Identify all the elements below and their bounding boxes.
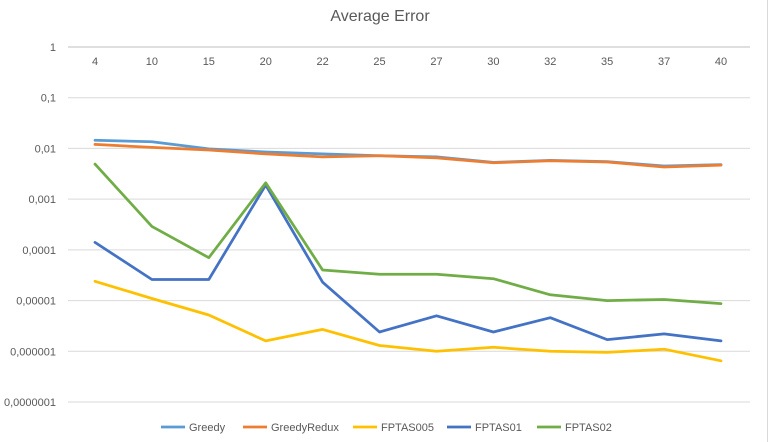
x-tick-label: 27 [430, 56, 442, 68]
y-tick-label: 0,1 [41, 93, 56, 105]
series-line-fptas01 [93, 183, 723, 343]
legend-label: GreedyRedux [271, 422, 339, 434]
series-line-fptas005 [93, 279, 723, 363]
x-tick-label: 20 [260, 56, 272, 68]
y-tick-label: 0,0001 [22, 245, 56, 257]
series-line-greedy [93, 138, 723, 168]
x-tick-label: 37 [658, 56, 670, 68]
chart-title: Average Error [330, 8, 430, 25]
x-tick-label: 40 [715, 56, 727, 68]
x-tick-label: 22 [317, 56, 329, 68]
legend-label: FPTAS02 [565, 422, 612, 434]
legend-label: FPTAS01 [475, 422, 522, 434]
legend-label: Greedy [189, 422, 226, 434]
y-tick-label: 1 [50, 42, 56, 54]
x-tick-label: 25 [373, 56, 385, 68]
series-line-fptas02 [93, 162, 723, 305]
y-tick-label: 0,001 [28, 194, 56, 206]
legend-label: FPTAS005 [381, 422, 434, 434]
x-tick-label: 15 [203, 56, 215, 68]
x-tick-label: 10 [146, 56, 158, 68]
y-tick-label: 0,01 [35, 143, 56, 155]
x-tick-label: 30 [487, 56, 499, 68]
x-tick-label: 32 [544, 56, 556, 68]
series-line-greedyredux [93, 143, 723, 169]
x-tick-label: 4 [92, 56, 98, 68]
y-tick-label: 0,0000001 [4, 397, 56, 409]
x-tick-label: 35 [601, 56, 613, 68]
y-tick-label: 0,000001 [10, 346, 56, 358]
y-tick-label: 0,00001 [16, 296, 56, 308]
